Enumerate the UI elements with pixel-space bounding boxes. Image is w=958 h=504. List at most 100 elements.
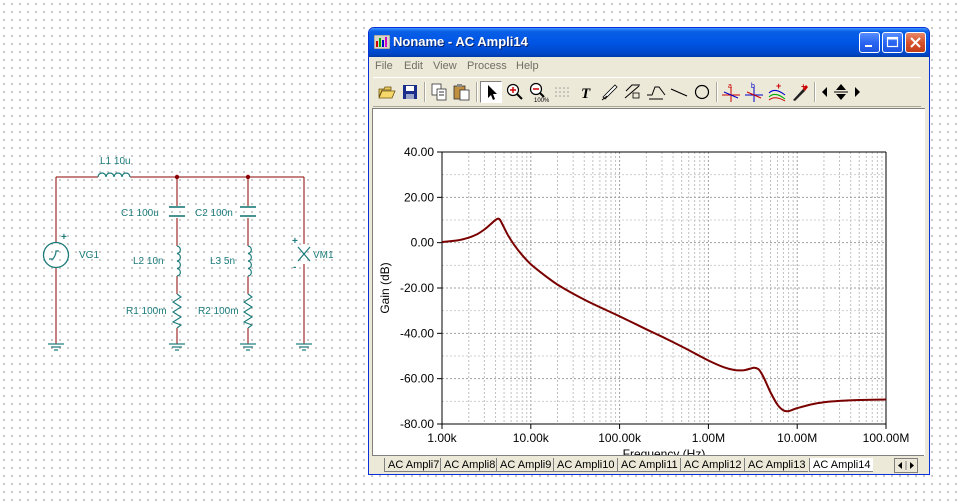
cursor-b-button[interactable]: b [743, 81, 765, 103]
open-button[interactable] [376, 81, 398, 103]
pointer-tool-button[interactable] [480, 81, 502, 103]
y-tick-label: 40.00 [404, 145, 434, 159]
vg1-plus-sign: + [61, 232, 67, 243]
toolbar-separator [424, 82, 426, 102]
capacitor-C1[interactable] [169, 206, 185, 217]
line-tool-button[interactable] [668, 81, 690, 103]
title-bar[interactable]: Noname - AC Ampli14 [369, 28, 929, 57]
tab-ac-ampli13[interactable]: AC Ampli13 [744, 458, 809, 472]
chart-axes [437, 151, 887, 429]
ellipse-tool-button[interactable] [691, 81, 713, 103]
paste-button[interactable] [451, 81, 473, 103]
svg-text:100%: 100% [534, 98, 549, 103]
y-tick-label: -40.00 [400, 326, 434, 340]
tab-ac-ampli8[interactable]: AC Ampli8 [440, 458, 499, 472]
chart-tick-labels: 40.0020.000.00-20.00-40.00-60.00-80.001.… [400, 145, 909, 445]
cursor-b-icon: b [745, 83, 763, 102]
scroll-right-button[interactable] [850, 81, 864, 103]
label-R1: R1 100m [126, 306, 167, 317]
zoom-100-icon: 100% [529, 82, 550, 104]
schematic-junctions [174, 174, 251, 180]
inductor-L2[interactable] [176, 245, 181, 277]
resistor-R1[interactable] [171, 293, 183, 329]
label-L3: L3 5n [210, 256, 235, 267]
x-tick-label: 1.00M [692, 431, 725, 445]
menu-process[interactable]: Process [467, 60, 507, 72]
grid-dots-icon [555, 87, 569, 97]
x-tick-label: 100.00k [598, 431, 642, 445]
schematic-wires [55, 176, 305, 344]
gain-chart[interactable]: 40.0020.000.00-20.00-40.00-60.00-80.001.… [373, 109, 925, 456]
menu-view[interactable]: View [433, 60, 457, 72]
capacitor-C2[interactable] [240, 206, 256, 217]
pointer-icon [488, 85, 497, 100]
y-axis-title: Gain (dB) [378, 262, 392, 313]
tab-ac-ampli9[interactable]: AC Ampli9 [496, 458, 555, 472]
menu-file[interactable]: File [375, 60, 393, 72]
inductor-L1[interactable] [97, 172, 131, 178]
schematic-canvas[interactable]: L1 10u C1 100u C2 100n L2 10n L3 5n R1 1… [0, 0, 368, 504]
toolbar-separator [814, 82, 816, 102]
menu-help[interactable]: Help [516, 60, 539, 72]
tab-scroll-control[interactable] [894, 458, 918, 473]
cursor-a-button[interactable]: a [720, 81, 742, 103]
y-tick-label: 20.00 [404, 190, 434, 204]
close-icon [910, 37, 921, 48]
add-curve-icon: + [768, 81, 786, 102]
text-icon: T [581, 86, 591, 102]
ac-analysis-window: Noname - AC Ampli14 File Edit View Proce… [368, 27, 930, 475]
tab-ac-ampli11[interactable]: AC Ampli11 [617, 458, 681, 472]
y-tick-label: 0.00 [411, 236, 435, 250]
copy-button[interactable] [428, 81, 450, 103]
window-title: Noname - AC Ampli14 [393, 34, 528, 49]
page-tab-bar: AC Ampli7 AC Ampli8 AC Ampli9 AC Ampli10 AC … [372, 455, 924, 474]
save-icon [403, 85, 417, 99]
svg-text:T: T [581, 86, 591, 102]
voltage-generator-VG1[interactable] [42, 241, 70, 269]
x-axis-title: Frequency (Hz) [623, 447, 706, 456]
zoom-in-icon [506, 83, 523, 100]
tab-ac-ampli14[interactable]: AC Ampli14 [809, 458, 874, 472]
dimension-tool-button[interactable] [622, 81, 644, 103]
menu-edit[interactable]: Edit [404, 60, 423, 72]
tab-ac-ampli10[interactable]: AC Ampli10 [553, 458, 618, 472]
add-curve-button[interactable]: + [766, 81, 788, 103]
chart-grid [442, 152, 886, 424]
paste-icon [453, 84, 470, 101]
voltmeter-VM1[interactable] [297, 246, 311, 262]
inductor-L3[interactable] [247, 245, 252, 277]
copy-icon [431, 83, 447, 101]
curve-icon [647, 86, 666, 100]
svg-text:b: b [751, 83, 755, 90]
gain-curve-series [441, 217, 887, 413]
probe-button[interactable]: + [789, 81, 811, 103]
probe-icon: + [793, 82, 808, 101]
scroll-updown-button[interactable] [832, 81, 850, 103]
svg-text:a: a [728, 83, 732, 90]
text-tool-button[interactable]: T [576, 81, 598, 103]
minimize-button[interactable] [859, 32, 880, 53]
pen-icon [601, 84, 618, 101]
maximize-icon [886, 36, 899, 48]
y-tick-label: -20.00 [400, 281, 434, 295]
resistor-R2[interactable] [242, 293, 254, 329]
zoom-in-button[interactable] [504, 81, 526, 103]
pen-tool-button[interactable] [599, 81, 621, 103]
zoom-100-button[interactable]: 100% [527, 81, 550, 104]
grid-button[interactable] [551, 81, 573, 103]
label-C1: C1 100u [121, 208, 159, 219]
label-R2: R2 100m [198, 306, 239, 317]
maximize-button[interactable] [882, 32, 903, 53]
svg-text:+: + [776, 81, 781, 91]
scroll-left-button[interactable] [818, 81, 832, 103]
tab-ac-ampli12[interactable]: AC Ampli12 [680, 458, 745, 472]
x-tick-label: 1.00k [427, 431, 457, 445]
tab-ac-ampli7[interactable]: AC Ampli7 [384, 458, 443, 472]
arrow-right-icon [855, 87, 860, 97]
save-button[interactable] [399, 81, 421, 103]
minimize-icon [865, 45, 872, 47]
curve-tool-button[interactable] [645, 81, 667, 103]
plot-area[interactable]: 40.00 20.00 0.00 -20.00 -40.00 -60.00 -80.00 1.… [372, 108, 925, 456]
toolbar-separator [476, 82, 478, 102]
close-button[interactable] [905, 32, 926, 53]
